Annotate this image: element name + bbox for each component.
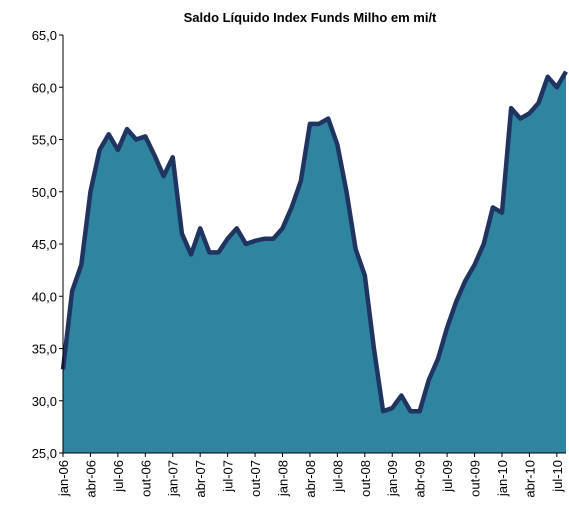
x-tick-label: jan-07 <box>166 460 181 497</box>
x-tick-label: jan-06 <box>56 460 71 497</box>
y-tick-label: 45,0 <box>32 237 57 252</box>
line <box>60 70 568 414</box>
x-tick-label: out-08 <box>358 460 373 497</box>
y-tick-label: 65,0 <box>32 28 57 43</box>
x-tick-label: abr-10 <box>522 460 537 498</box>
x-tick-label: jul-10 <box>550 460 565 493</box>
y-tick-label: 35,0 <box>32 342 57 357</box>
x-tick-label: abr-08 <box>303 460 318 498</box>
x-tick-label: out-07 <box>248 460 263 497</box>
x-tick-label: out-06 <box>138 460 153 497</box>
y-tick-label: 30,0 <box>32 394 57 409</box>
x-tick-label: jul-08 <box>330 460 345 493</box>
x-tick-label: abr-09 <box>413 460 428 498</box>
x-tick-label: out-09 <box>468 460 483 497</box>
x-tick-label: jan-10 <box>495 460 510 497</box>
x-tick-label: jul-09 <box>440 460 455 493</box>
y-tick-label: 40,0 <box>32 289 57 304</box>
x-tick-label: jul-06 <box>111 460 126 493</box>
area <box>63 71 566 453</box>
y-tick-label: 60,0 <box>32 80 57 95</box>
x-tick-label: jul-07 <box>221 460 236 493</box>
x-tick-label: jan-09 <box>385 460 400 497</box>
y-tick-label: 55,0 <box>32 133 57 148</box>
y-tick-label: 50,0 <box>32 185 57 200</box>
chart-title: Saldo Líquido Index Funds Milho em mi/t <box>184 10 437 25</box>
y-tick-label: 25,0 <box>32 446 57 461</box>
x-tick-label: jan-08 <box>275 460 290 497</box>
x-tick-label: abr-06 <box>83 460 98 498</box>
x-tick-label: abr-07 <box>193 460 208 498</box>
